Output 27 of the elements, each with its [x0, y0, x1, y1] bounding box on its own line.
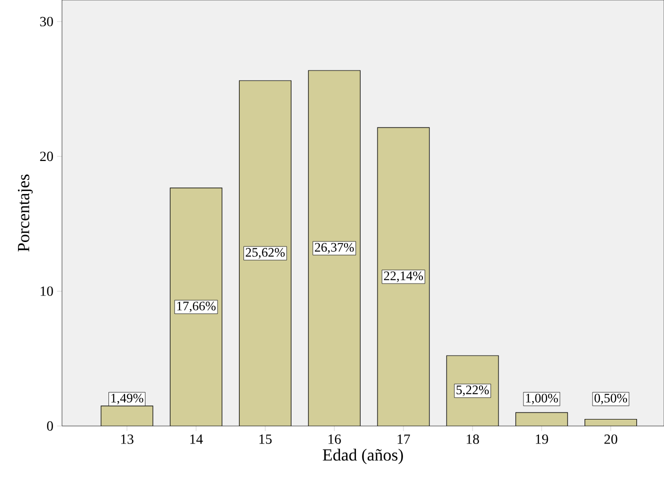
x-tick-label: 16: [328, 434, 341, 444]
bar: [239, 80, 292, 426]
x-tick-label: 18: [466, 434, 479, 444]
data-label: 17,66%: [177, 302, 216, 312]
y-tick-label: 0: [47, 421, 53, 431]
data-label: 1,49%: [111, 394, 144, 404]
data-label: 25,62%: [246, 248, 285, 259]
y-axis-title: Porcentajes: [18, 174, 33, 252]
data-label: 1,00%: [526, 394, 558, 404]
x-tick-label: 14: [190, 434, 203, 444]
x-tick-label: 13: [121, 434, 134, 444]
data-label: 22,14%: [384, 271, 423, 282]
data-label: 26,37%: [314, 242, 354, 254]
bar: [308, 70, 360, 426]
y-tick-label: 10: [40, 286, 53, 296]
bar: [378, 128, 430, 426]
x-tick-label: 19: [536, 434, 548, 444]
x-axis-title: Edad (años): [322, 448, 403, 464]
x-tick-label: 20: [604, 434, 618, 444]
y-tick-label: 20: [40, 152, 53, 162]
x-tick-label: 17: [398, 434, 410, 444]
bar: [516, 412, 568, 426]
y-tick-label: 30: [40, 16, 53, 26]
data-label: 0,50%: [594, 394, 628, 404]
x-tick-label: 15: [259, 434, 272, 444]
bar: [170, 188, 222, 426]
data-label: 5,22%: [456, 386, 489, 396]
